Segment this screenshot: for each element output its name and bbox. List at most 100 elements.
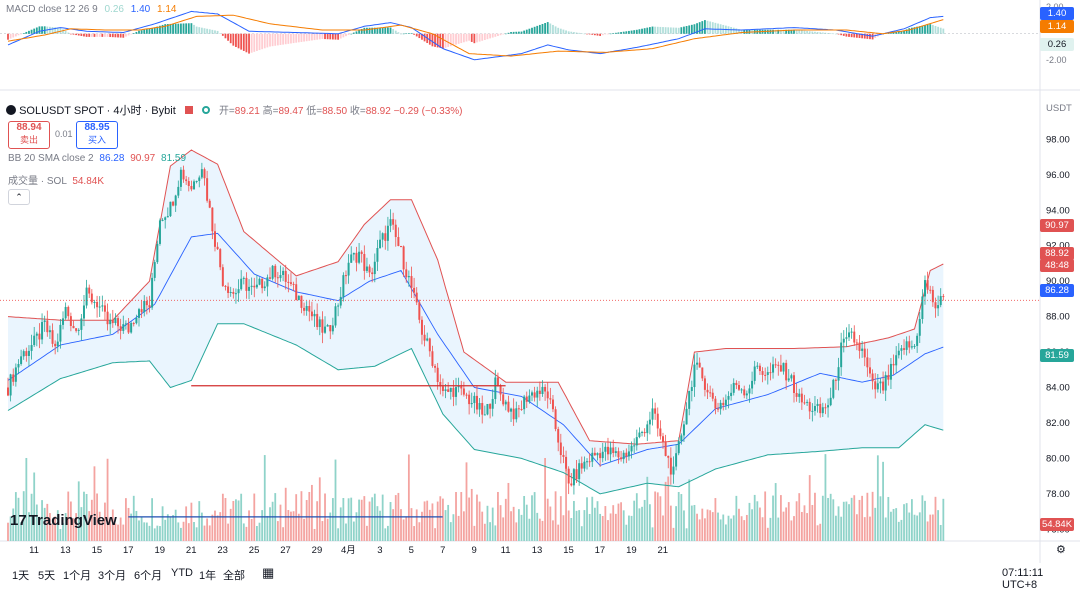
high-label: 高= — [262, 106, 279, 117]
volume-bar — [156, 525, 159, 541]
macd-hist-bar — [148, 28, 151, 34]
macd-tag-hist: 0.26 — [1040, 38, 1074, 51]
macd-hist-bar — [685, 26, 688, 34]
macd-hist-bar — [536, 25, 539, 34]
bb-legend[interactable]: BB 20 SMA close 2 86.28 90.97 81.59 — [8, 153, 186, 164]
candle-body — [287, 281, 290, 283]
volume-bar — [800, 511, 803, 541]
macd-hist-bar — [855, 33, 858, 38]
candle-body — [227, 286, 230, 293]
timeframe-6m[interactable]: 6个月 — [134, 570, 163, 582]
macd-hist-bar — [292, 33, 295, 44]
volume-bar — [177, 522, 180, 541]
alert-icon[interactable] — [184, 106, 193, 114]
macd-hist-bar — [9, 33, 12, 39]
macd-hist-bar — [832, 33, 835, 35]
candle-body — [321, 319, 324, 333]
macd-hist-bar — [117, 33, 119, 38]
timeframe-5d[interactable]: 5天 — [38, 570, 56, 582]
candle-body — [876, 383, 879, 390]
volume-legend[interactable]: 成交量 · SOL 54.84K — [8, 172, 104, 187]
timeframe-1y[interactable]: 1年 — [199, 570, 217, 582]
volume-bar — [785, 507, 788, 541]
macd-hist-bar — [486, 33, 489, 40]
macd-hist-bar — [316, 33, 319, 40]
sell-button[interactable]: 88.94 卖出 — [8, 121, 50, 149]
volume-bar — [462, 511, 465, 541]
candle-body — [745, 393, 748, 396]
candle-body — [248, 286, 251, 291]
volume-bar — [690, 505, 693, 541]
bb-label: BB 20 SMA close 2 — [8, 153, 94, 164]
candle-body — [117, 318, 120, 327]
candle-body — [601, 451, 604, 459]
volume-bar — [185, 506, 188, 541]
candle-body — [386, 225, 389, 241]
candle-body — [565, 456, 568, 469]
macd-hist-bar — [56, 27, 59, 34]
volume-bar — [706, 509, 709, 541]
macd-hist-bar — [305, 33, 308, 42]
timeframe-3m[interactable]: 3个月 — [98, 570, 127, 582]
bottom-toolbar: 1天 5天 1个月 3个月 6个月 YTD 1年 全部 ▦ 07:11:11 U… — [0, 563, 1080, 591]
volume-bar — [376, 506, 379, 541]
volume-bar — [80, 507, 83, 541]
candle-body — [688, 390, 691, 409]
currency-label[interactable]: USDT — [1046, 103, 1072, 114]
macd-hist-bar — [22, 33, 25, 34]
candle-body — [436, 367, 439, 383]
macd-hist-bar — [258, 33, 261, 51]
candle-body — [475, 395, 478, 410]
macd-hist-bar — [803, 30, 806, 34]
macd-hist-bar — [431, 33, 434, 47]
volume-bar — [486, 505, 489, 541]
symbol-header[interactable]: SOLUSDT SPOT · 4小时 · Bybit 开=89.21 高=89.… — [6, 102, 463, 118]
macd-hist-bar — [297, 33, 300, 43]
collapse-chevron-icon[interactable]: ⌃ — [8, 189, 30, 205]
candle-body — [494, 377, 497, 400]
macd-hist-bar — [442, 33, 444, 49]
macd-hist-bar — [240, 33, 243, 50]
volume-bar — [738, 508, 740, 541]
volume-bar — [504, 498, 507, 541]
candle-body — [103, 305, 106, 312]
candle-body — [748, 388, 751, 394]
macd-hist-bar — [905, 29, 908, 34]
settings-gear-icon[interactable]: ⚙ — [1056, 543, 1066, 556]
macd-hist-bar — [397, 32, 400, 34]
macd-axis-bottom: -2.00 — [1046, 55, 1067, 65]
volume-bar — [641, 506, 643, 541]
volume-bar — [106, 458, 109, 541]
macd-hist-bar — [638, 29, 641, 34]
candle-body — [528, 395, 531, 402]
macd-hist-bar — [531, 27, 533, 34]
candle-body — [926, 280, 929, 290]
timeframe-ytd[interactable]: YTD — [171, 567, 193, 579]
macd-hist-bar — [381, 27, 384, 34]
candle-body — [465, 394, 468, 396]
volume-value: 54.84K — [72, 176, 105, 187]
timeframe-all[interactable]: 全部 — [223, 570, 245, 582]
volume-bar — [874, 507, 877, 541]
macd-hist-bar — [216, 30, 219, 34]
buy-button[interactable]: 88.95 买入 — [76, 121, 118, 149]
macd-hist-bar — [850, 33, 853, 38]
macd-hist-bar — [470, 33, 473, 42]
macd-hist-bar — [119, 33, 122, 38]
tradingview-logo[interactable]: 17 TradingView — [10, 512, 117, 529]
price-tick-label: 88.00 — [1046, 312, 1070, 323]
macd-hist-bar — [379, 27, 381, 34]
volume-bar — [806, 513, 808, 541]
volume-bar — [732, 515, 735, 541]
timeframe-1d[interactable]: 1天 — [12, 570, 30, 582]
macd-hist-bar — [738, 29, 740, 34]
timeframe-1m[interactable]: 1个月 — [63, 570, 92, 582]
macd-hist-bar — [554, 26, 557, 34]
price-tick-label: 82.00 — [1046, 418, 1070, 429]
volume-bar — [295, 494, 298, 541]
macd-hist-bar — [583, 33, 586, 35]
candle-body — [64, 306, 67, 319]
candle-body — [219, 249, 222, 268]
calendar-icon[interactable]: ▦ — [262, 565, 275, 580]
